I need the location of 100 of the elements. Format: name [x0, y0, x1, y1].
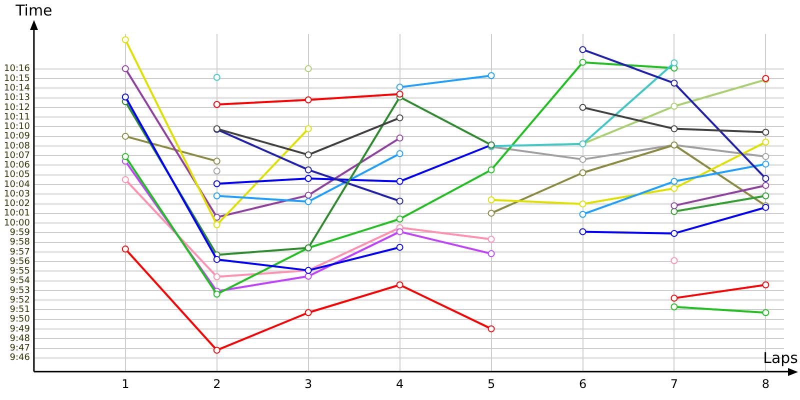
point — [762, 192, 770, 200]
point — [579, 156, 586, 163]
y-tick-label: 10:08 — [4, 141, 30, 152]
point — [670, 303, 678, 310]
point — [670, 208, 678, 215]
point — [396, 244, 404, 251]
point — [122, 36, 129, 44]
y-tick-label: 10:01 — [4, 208, 30, 219]
point — [488, 72, 495, 80]
point — [304, 192, 312, 199]
y-tick-label: 9:46 — [10, 353, 30, 364]
point — [670, 184, 678, 192]
point — [670, 80, 678, 87]
point — [488, 196, 495, 204]
point — [579, 58, 586, 66]
point — [122, 132, 129, 140]
point — [396, 90, 404, 98]
point — [579, 200, 586, 208]
x-tick-label: 3 — [304, 376, 312, 391]
point — [762, 153, 770, 160]
x-axis-title: Laps — [763, 348, 798, 367]
y-tick-label: 10:13 — [4, 93, 30, 104]
point — [396, 150, 404, 158]
point — [396, 281, 404, 288]
point — [213, 168, 220, 175]
point — [670, 294, 678, 302]
point — [762, 160, 770, 168]
x-tick-label: 5 — [487, 376, 496, 391]
point — [122, 94, 129, 101]
x-tick-label: 2 — [213, 376, 221, 391]
y-tick-label: 10:06 — [4, 160, 30, 171]
point — [488, 325, 495, 332]
point — [304, 175, 312, 182]
y-tick-label: 9:47 — [10, 344, 30, 354]
point — [122, 246, 129, 253]
point — [396, 114, 404, 122]
y-tick-label: 10:14 — [4, 84, 30, 94]
point — [304, 96, 312, 104]
point — [670, 230, 678, 237]
y-tick-label: 9:52 — [10, 295, 30, 306]
point — [396, 198, 404, 205]
y-tick-label: 9:50 — [10, 314, 30, 325]
point — [762, 309, 770, 316]
x-tick-label: 4 — [396, 376, 404, 391]
point — [213, 74, 220, 81]
point — [762, 128, 770, 136]
y-tick-label: 10:03 — [4, 189, 30, 200]
point — [670, 125, 678, 132]
point — [670, 178, 678, 185]
point — [304, 166, 312, 174]
point — [122, 65, 129, 72]
point — [213, 256, 220, 263]
point — [396, 84, 404, 91]
point — [213, 346, 220, 354]
y-tick-label: 9:51 — [10, 305, 30, 316]
y-tick-label: 10:16 — [4, 64, 30, 74]
point — [488, 236, 495, 243]
point — [213, 101, 220, 108]
x-tick-label: 8 — [762, 376, 770, 391]
point — [762, 175, 770, 182]
point — [579, 46, 586, 54]
y-tick-label: 10:07 — [4, 150, 30, 161]
point — [579, 169, 586, 176]
point — [304, 151, 312, 158]
point — [304, 125, 312, 132]
y-tick-label: 9:53 — [10, 286, 30, 296]
y-tick-label: 9:59 — [10, 228, 30, 238]
point — [579, 210, 586, 218]
point — [213, 221, 220, 228]
point — [396, 228, 404, 236]
y-tick-label: 9:54 — [10, 276, 30, 286]
point — [670, 102, 678, 110]
y-tick-label: 10:10 — [4, 122, 30, 132]
point — [762, 281, 770, 288]
point — [213, 273, 220, 280]
point — [762, 182, 770, 189]
point — [304, 65, 312, 72]
y-tick-label: 9:48 — [10, 334, 30, 344]
y-tick-label: 10:11 — [4, 112, 30, 122]
point — [579, 228, 586, 236]
point — [304, 198, 312, 206]
x-tick-label: 7 — [670, 376, 678, 391]
x-tick-label: 1 — [122, 376, 130, 391]
y-tick-label: 10:00 — [4, 218, 30, 228]
point — [122, 176, 129, 184]
x-tick-label: 6 — [578, 376, 587, 391]
y-tick-label: 9:49 — [10, 324, 30, 334]
point — [304, 272, 312, 280]
point — [670, 202, 678, 210]
point — [488, 166, 495, 174]
point — [579, 104, 586, 111]
point — [488, 210, 495, 217]
point — [213, 192, 220, 200]
y-tick-label: 10:04 — [4, 180, 30, 190]
point — [213, 158, 220, 165]
y-tick-label: 10:09 — [4, 132, 30, 142]
y-tick-label: 10:12 — [4, 102, 30, 113]
point — [122, 153, 129, 160]
y-tick-label: 9:55 — [10, 266, 30, 277]
point — [396, 215, 404, 222]
